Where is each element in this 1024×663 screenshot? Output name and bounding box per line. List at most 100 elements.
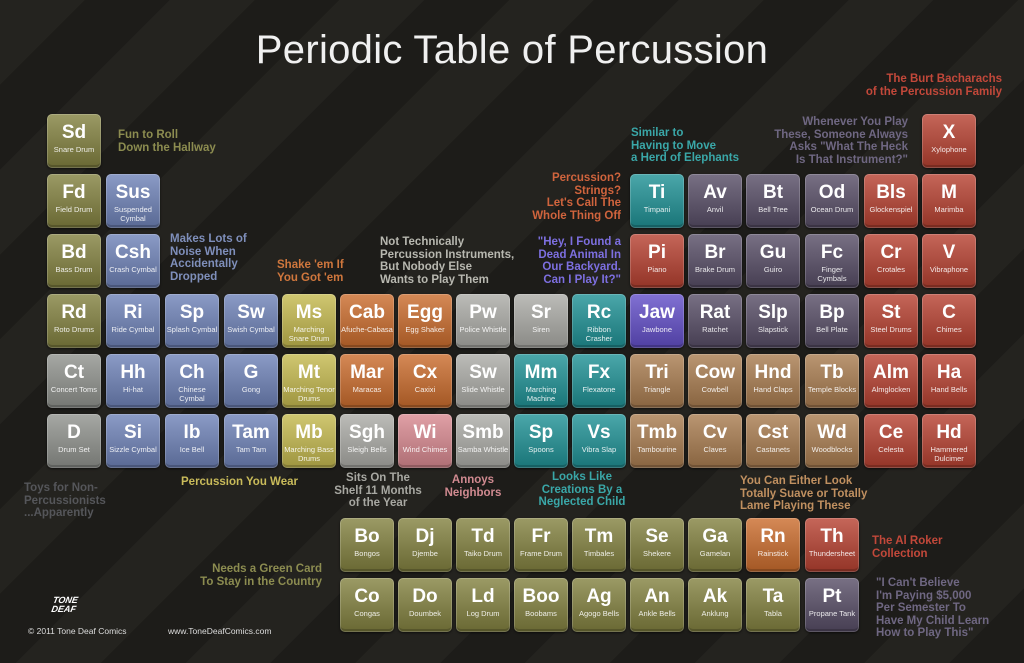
element-tile: Hnd Hand Claps [746, 354, 800, 408]
element-symbol: X [942, 122, 956, 143]
element-tile: Cab Afuche-Cabasa [340, 294, 394, 348]
element-symbol: Ld [471, 586, 495, 607]
element-symbol: Th [820, 526, 844, 547]
element-name: Timbales [583, 549, 615, 558]
element-tile: Ag Agogo Bells [572, 578, 626, 632]
element-symbol: Hd [936, 422, 962, 443]
element-symbol: Tm [584, 526, 614, 547]
element-tile: Pw Police Whistle [456, 294, 510, 348]
element-symbol: Pw [469, 302, 497, 323]
element-name: Glockenspiel [869, 205, 913, 214]
element-name: Piano [647, 265, 667, 274]
element-tile: Fd Field Drum [47, 174, 101, 228]
element-name: Celesta [878, 445, 904, 454]
annotation-text: The Burt Bacharachs of the Percussion Fa… [865, 73, 1002, 98]
element-symbol: Ch [179, 362, 205, 383]
element-name: Splash Cymbal [166, 325, 218, 334]
element-tile: Sus Suspended Cymbal [106, 174, 160, 228]
element-symbol: Pt [822, 586, 842, 607]
element-symbol: Ha [936, 362, 962, 383]
element-name: Temple Blocks [807, 385, 857, 394]
element-tile: Cst Castanets [746, 414, 800, 468]
poster-title: Periodic Table of Percussion [255, 28, 769, 72]
element-name: Maracas [352, 385, 382, 394]
element-symbol: Rd [61, 302, 87, 323]
element-name: Shekere [643, 549, 671, 558]
element-name: Taiko Drum [464, 549, 502, 558]
element-symbol: G [243, 362, 259, 383]
element-tile: Vs Vibra Slap [572, 414, 626, 468]
element-name: Tabla [764, 609, 782, 618]
element-symbol: Ga [702, 526, 728, 547]
element-symbol: Sw [237, 302, 265, 323]
annotation-text: Not Technically Percussion Instruments, … [380, 236, 515, 286]
element-tile: Rat Ratchet [688, 294, 742, 348]
element-tile: Br Brake Drum [688, 234, 742, 288]
copyright-text: © 2011 Tone Deaf Comics [28, 626, 127, 636]
element-tile: Fx Flexatone [572, 354, 626, 408]
element-symbol: Tmb [636, 422, 678, 443]
element-symbol: Ta [762, 586, 784, 607]
element-tile: Slp Slapstick [746, 294, 800, 348]
annotation-text: Percussion? Strings? Let's Call The Whol… [532, 172, 621, 222]
element-name: Boobams [525, 609, 557, 618]
element-symbol: Cow [694, 362, 736, 383]
element-name: Chimes [936, 325, 962, 334]
element-symbol: Br [704, 242, 726, 263]
element-name: Anvil [706, 205, 724, 214]
annotation-text: The Al Roker Collection [872, 535, 943, 560]
element-symbol: Ri [123, 302, 143, 323]
annotation-text: Annoys Neighbors [444, 474, 502, 499]
element-tile: Sd Snare Drum [47, 114, 101, 168]
element-name: Tambourine [637, 445, 677, 454]
element-tile: Sp Splash Cymbal [165, 294, 219, 348]
element-tile: Pt Propane Tank [805, 578, 859, 632]
element-name: Ankle Bells [638, 609, 676, 618]
element-name: Marching Bass Drums [284, 445, 334, 463]
annotation-text: Shake 'em If You Got 'em [277, 259, 344, 284]
element-name: Police Whistle [459, 325, 507, 334]
element-name: Rainstick [757, 549, 789, 558]
element-name: Ratchet [702, 325, 728, 334]
element-name: Steel Drums [870, 325, 912, 334]
element-name: Afuche-Cabasa [341, 325, 393, 334]
element-name: Hand Claps [753, 385, 793, 394]
element-tile: Tam Tam Tam [224, 414, 278, 468]
element-name: Ride Cymbal [111, 325, 155, 334]
element-tile: Gu Guiro [746, 234, 800, 288]
element-tile: Cx Caxixi [398, 354, 452, 408]
element-symbol: Sr [530, 302, 552, 323]
element-tile: Sp Spoons [514, 414, 568, 468]
element-tile: Fr Frame Drum [514, 518, 568, 572]
element-symbol: Sp [179, 302, 205, 323]
element-tile: Mt Marching Tenor Drums [282, 354, 336, 408]
element-name: Marching Machine [525, 385, 557, 403]
element-name: Woodblocks [811, 445, 853, 454]
element-symbol: Pi [648, 242, 666, 263]
element-tile: Ch Chinese Cymbal [165, 354, 219, 408]
element-tile: Csh Crash Cymbal [106, 234, 160, 288]
element-symbol: Ct [63, 362, 85, 383]
element-tile: Egg Egg Shaker [398, 294, 452, 348]
element-tile: Ta Tabla [746, 578, 800, 632]
annotation-text: "I Can't Believe I'm Paying $5,000 Per S… [876, 577, 990, 639]
element-name: Drum Set [58, 445, 90, 454]
element-tile: Cow Cowbell [688, 354, 742, 408]
element-name: Claves [703, 445, 727, 454]
element-tile: G Gong [224, 354, 278, 408]
element-name: Gong [241, 385, 261, 394]
element-symbol: Jaw [639, 302, 675, 323]
element-symbol: Sgh [349, 422, 385, 443]
element-name: Vibraphone [929, 265, 969, 274]
annotation-text: You Can Either Look Totally Suave or Tot… [740, 475, 868, 512]
element-symbol: Ms [295, 302, 323, 323]
element-symbol: Ib [183, 422, 201, 443]
element-name: Flexatone [582, 385, 616, 394]
element-name: Slide Whistle [461, 385, 505, 394]
element-name: Snare Drum [53, 145, 95, 154]
element-tile: Bp Bell Plate [805, 294, 859, 348]
element-tile: Mb Marching Bass Drums [282, 414, 336, 468]
element-symbol: Cr [880, 242, 902, 263]
element-symbol: Ak [702, 586, 728, 607]
element-tile: Rn Rainstick [746, 518, 800, 572]
